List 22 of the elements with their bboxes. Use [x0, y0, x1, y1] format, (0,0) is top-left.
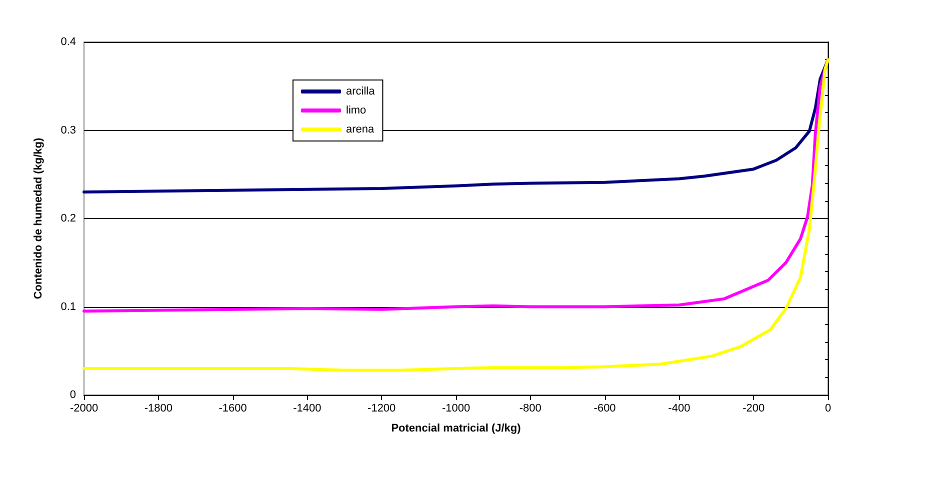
- y-axis-title: Contenido de humedad (kg/kg): [32, 138, 44, 300]
- x-tick-label: -400: [668, 402, 690, 414]
- x-tick-label: -1400: [293, 402, 322, 414]
- legend-label: arena: [346, 124, 376, 136]
- x-tick-label: -1200: [368, 402, 396, 414]
- y-tick-label: 0.2: [60, 212, 76, 224]
- y-tick-label: 0.3: [60, 124, 76, 136]
- x-tick-label: -800: [519, 402, 542, 414]
- x-tick-label: -600: [594, 402, 616, 414]
- x-tick-label: -1000: [442, 402, 470, 414]
- x-axis-title: Potencial matricial (J/kg): [391, 422, 522, 434]
- x-tick-label: 0: [824, 402, 832, 414]
- x-tick-label: -2000: [70, 402, 98, 414]
- legend-label: arcilla: [346, 86, 376, 98]
- x-tick-label: -1800: [144, 402, 172, 414]
- y-tick-label: 0: [70, 389, 76, 401]
- x-tick-label: -1600: [218, 402, 247, 414]
- y-tick-label: 0.1: [60, 300, 76, 313]
- line-series: [82, 58, 830, 372]
- legend-label: limo: [346, 104, 366, 116]
- x-tick-label: -200: [742, 402, 765, 414]
- y-tick-label: 0.4: [60, 36, 76, 48]
